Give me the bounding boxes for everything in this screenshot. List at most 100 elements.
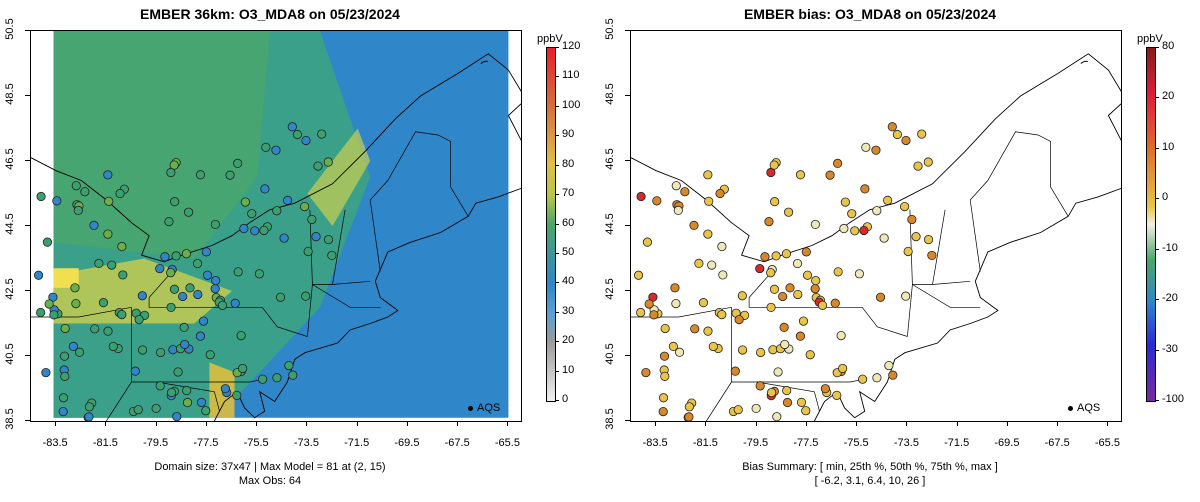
aqs-site-marker [151, 403, 161, 414]
lon-tick-mark [457, 421, 459, 426]
bias-site-marker [737, 291, 747, 301]
lon-tick-mark [856, 421, 858, 426]
lon-tick-mark [105, 421, 107, 426]
bias-site-marker [923, 234, 934, 245]
aqs-site-marker [192, 258, 203, 269]
lon-tick-label: -73.5 [293, 437, 319, 449]
bias-site-marker [730, 366, 740, 376]
aqs-site-marker [205, 350, 215, 360]
bias-site-marker [857, 374, 868, 384]
aqs-site-marker [166, 387, 177, 398]
bias-site-marker [825, 170, 835, 180]
bias-site-marker [907, 214, 917, 225]
aqs-site-marker [117, 241, 127, 252]
model-field-max [53, 268, 79, 288]
bias-map-frame [630, 30, 1122, 422]
bias-site-marker [913, 161, 923, 171]
aqs-site-marker [210, 284, 220, 294]
bias-site-marker [755, 381, 765, 391]
aqs-site-marker [117, 309, 127, 320]
aqs-site-marker [90, 324, 100, 334]
model-footer-line1: Domain size: 37x47 | Max Model = 81 at (… [154, 461, 386, 473]
colorbar-tick-label: -100 [1162, 393, 1185, 405]
aqs-site-marker [195, 331, 206, 341]
aqs-site-marker [232, 390, 242, 400]
aqs-site-marker [292, 129, 302, 140]
aqs-marker-icon [468, 405, 473, 411]
bias-site-marker [649, 310, 659, 320]
lat-tick-label: 42.5 [4, 278, 16, 300]
lon-tick-label: -81.5 [692, 437, 718, 449]
bias-site-marker [901, 135, 911, 146]
bias-map-canvas [631, 53, 1121, 421]
colorbar-tick-label: 70 [562, 187, 575, 200]
bias-site-marker [670, 283, 680, 293]
aqs-site-marker [169, 160, 179, 170]
bias-site-marker [860, 184, 870, 194]
colorbar-tick-label: 110 [562, 69, 580, 82]
bias-site-marker [779, 322, 789, 332]
aqs-site-marker [201, 247, 211, 257]
aqs-site-marker [288, 370, 298, 380]
lat-tick-mark [625, 30, 630, 31]
bias-site-marker [887, 122, 897, 132]
aqs-site-marker [89, 220, 99, 231]
bias-site-marker [690, 324, 700, 334]
aqs-site-marker [103, 170, 113, 180]
lat-tick-mark [25, 225, 30, 226]
aqs-site-marker [272, 206, 282, 216]
lon-tick-mark [906, 421, 908, 426]
colorbar-tick-label: 0 [1162, 191, 1169, 204]
aqs-site-marker [108, 341, 118, 352]
lon-tick-mark [1107, 421, 1109, 426]
lon-tick-mark [356, 421, 358, 426]
bias-site-marker [850, 226, 860, 236]
bias-site-marker [715, 188, 725, 199]
bias-site-marker [674, 347, 685, 357]
lon-tick-mark [1006, 421, 1008, 426]
bias-site-marker [793, 289, 803, 300]
lon-tick-label: -81.5 [92, 437, 118, 449]
lat-tick-mark [25, 290, 30, 291]
bias-site-marker [660, 371, 670, 381]
bias-site-marker [668, 341, 678, 351]
colorbar-tick-mark [555, 47, 559, 48]
bias-footer-line1: Bias Summary: [ min, 25th %, 50th %, 75t… [742, 461, 998, 473]
aqs-site-marker [58, 407, 68, 417]
lon-tick-mark [956, 421, 958, 426]
aqs-site-marker [257, 374, 268, 384]
aqs-site-marker [104, 196, 114, 206]
aqs-site-marker [94, 258, 104, 268]
bias-site-marker [783, 207, 794, 217]
aqs-site-marker [261, 142, 271, 152]
aqs-legend: AQS [1068, 402, 1100, 414]
bias-site-marker [633, 270, 644, 280]
aqs-site-marker [272, 373, 282, 383]
bias-site-marker [737, 345, 748, 355]
aqs-site-marker [134, 314, 144, 325]
lat-tick-mark [625, 420, 630, 421]
bias-site-marker [636, 191, 646, 202]
aqs-site-marker [323, 157, 333, 167]
aqs-site-marker [301, 135, 311, 146]
bias-site-marker [768, 345, 778, 355]
bias-colorbar [1146, 47, 1156, 402]
aqs-site-marker [164, 217, 174, 227]
bias-site-marker [718, 270, 728, 280]
colorbar-tick-label: 30 [562, 304, 575, 317]
aqs-site-marker [60, 371, 70, 381]
aqs-site-marker [247, 209, 257, 219]
lon-tick-mark [155, 421, 157, 426]
aqs-site-marker [301, 291, 311, 301]
bias-site-marker [769, 284, 780, 294]
bias-site-marker [795, 331, 806, 341]
aqs-site-marker [307, 214, 317, 225]
aqs-site-marker [202, 270, 213, 280]
aqs-site-marker [170, 197, 180, 207]
bias-site-marker [782, 385, 792, 396]
aqs-site-marker [103, 229, 113, 239]
lon-tick-mark [1057, 421, 1059, 426]
model-legend-title: ppbV [537, 33, 563, 45]
aqs-site-marker [98, 298, 109, 308]
bias-sites [633, 122, 937, 421]
